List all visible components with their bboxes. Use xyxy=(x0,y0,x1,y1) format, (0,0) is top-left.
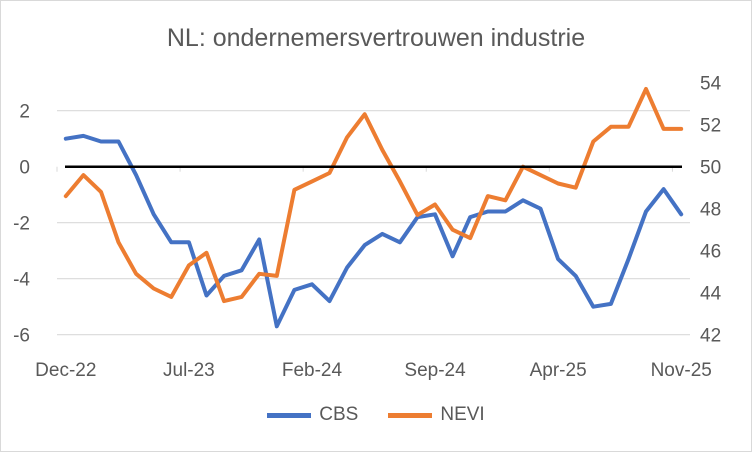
legend-swatch-nevi xyxy=(388,412,433,418)
x-tick-label: Dec-22 xyxy=(35,360,96,381)
y-right-tick-label: 46 xyxy=(700,242,721,263)
x-tick-label: Nov-25 xyxy=(651,360,712,381)
series-line-nevi xyxy=(63,87,684,304)
series-line-cbs xyxy=(63,133,684,329)
y-left-tick-label: -2 xyxy=(13,214,30,235)
y-right-tick-label: 48 xyxy=(700,200,721,221)
x-tick-label: Feb-24 xyxy=(282,360,343,381)
y-left-tick-label: -4 xyxy=(13,270,30,291)
y-left-tick-label: 0 xyxy=(19,158,30,179)
y-right-tick-label: 42 xyxy=(700,326,721,347)
y-right-tick-label: 50 xyxy=(700,158,721,179)
y-left-tick-label: -6 xyxy=(13,326,30,347)
y-right-tick-label: 52 xyxy=(700,116,721,137)
legend-swatch-cbs xyxy=(267,412,312,418)
x-tick-label: Apr-25 xyxy=(530,360,587,381)
y-right-tick-label: 54 xyxy=(700,74,722,95)
legend-item-nevi: NEVI xyxy=(388,404,485,426)
legend-label-cbs: CBS xyxy=(319,404,359,425)
y-right-tick-label: 44 xyxy=(700,284,722,305)
y-left-tick-label: 2 xyxy=(19,102,30,123)
x-tick-label: Jul-23 xyxy=(163,360,215,381)
chart-title: NL: ondernemersvertrouwen industrie xyxy=(166,24,586,52)
legend: CBS NEVI xyxy=(0,404,752,426)
legend-label-nevi: NEVI xyxy=(440,404,485,425)
x-tick-label: Sep-24 xyxy=(404,360,466,381)
legend-item-cbs: CBS xyxy=(267,404,358,426)
